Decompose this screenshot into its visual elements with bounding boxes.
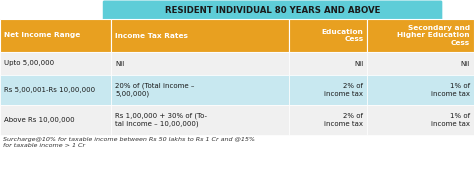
Text: Secondary and
Higher Education
Cess: Secondary and Higher Education Cess — [398, 25, 470, 46]
Bar — [367, 19, 474, 52]
Text: Surcharge@10% for taxable income between Rs 50 lakhs to Rs 1 Cr and @15%
for tax: Surcharge@10% for taxable income between… — [3, 137, 255, 148]
Bar — [111, 52, 289, 75]
Text: Nil: Nil — [354, 61, 364, 66]
Bar — [289, 105, 367, 135]
Bar — [289, 52, 367, 75]
Text: Rs 5,00,001-Rs 10,00,000: Rs 5,00,001-Rs 10,00,000 — [4, 87, 95, 93]
Bar — [289, 19, 367, 52]
Bar — [0, 105, 111, 135]
FancyBboxPatch shape — [103, 1, 442, 20]
Text: 20% of (Total income –
5,00,000): 20% of (Total income – 5,00,000) — [115, 83, 195, 97]
Text: Income Tax Rates: Income Tax Rates — [115, 33, 188, 39]
Text: Education
Cess: Education Cess — [321, 29, 364, 42]
Text: Upto 5,00,000: Upto 5,00,000 — [4, 61, 54, 66]
Text: Above Rs 10,00,000: Above Rs 10,00,000 — [4, 117, 74, 123]
Bar — [111, 19, 289, 52]
Bar — [111, 75, 289, 105]
Bar — [0, 52, 111, 75]
Text: 2% of
income tax: 2% of income tax — [324, 113, 364, 127]
Text: Nil: Nil — [115, 61, 125, 66]
Bar — [289, 75, 367, 105]
Text: 1% of
income tax: 1% of income tax — [431, 83, 470, 97]
Text: RESIDENT INDIVIDUAL 80 YEARS AND ABOVE: RESIDENT INDIVIDUAL 80 YEARS AND ABOVE — [165, 6, 380, 15]
Bar — [0, 75, 111, 105]
Bar — [111, 105, 289, 135]
Bar — [367, 52, 474, 75]
Text: 2% of
income tax: 2% of income tax — [324, 83, 364, 97]
Text: Net Income Range: Net Income Range — [4, 33, 80, 39]
Text: 1% of
income tax: 1% of income tax — [431, 113, 470, 127]
Text: Rs 1,00,000 + 30% of (To-
tal income – 10,00,000): Rs 1,00,000 + 30% of (To- tal income – 1… — [115, 113, 208, 127]
Bar — [367, 75, 474, 105]
Text: Nil: Nil — [461, 61, 470, 66]
Bar — [0, 19, 111, 52]
Bar — [367, 105, 474, 135]
